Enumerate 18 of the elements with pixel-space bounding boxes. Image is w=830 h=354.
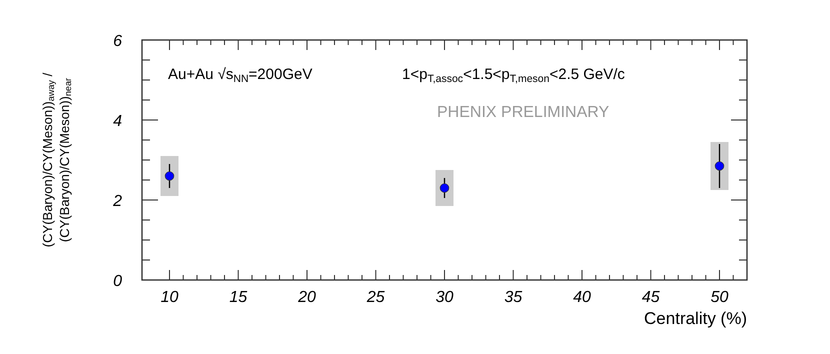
annotation: PHENIX PRELIMINARY bbox=[437, 104, 610, 121]
y-tick-label: 6 bbox=[113, 33, 122, 50]
x-tick-label: 20 bbox=[297, 289, 316, 306]
x-tick-label: 10 bbox=[160, 289, 178, 306]
y-tick-label: 0 bbox=[113, 273, 122, 290]
x-tick-label: 30 bbox=[436, 289, 454, 306]
x-tick-label: 45 bbox=[642, 289, 660, 306]
x-axis-title: Centrality (%) bbox=[644, 309, 747, 328]
y-tick-label: 4 bbox=[113, 113, 122, 130]
x-tick-label: 50 bbox=[710, 289, 728, 306]
x-tick-label: 40 bbox=[573, 289, 591, 306]
annotation: Au+Au √s$_{NN}$=200GeV bbox=[168, 66, 312, 85]
point bbox=[714, 161, 724, 171]
x-tick-label: 15 bbox=[229, 289, 248, 306]
x-tick-label: 35 bbox=[504, 289, 522, 306]
y-tick-label: 2 bbox=[112, 193, 122, 210]
annotation: 1<p$_{T,assoc}$<1.5<p$_{T,meson}$<2.5 GeV/c bbox=[402, 66, 626, 85]
x-tick-label: 25 bbox=[366, 289, 385, 306]
